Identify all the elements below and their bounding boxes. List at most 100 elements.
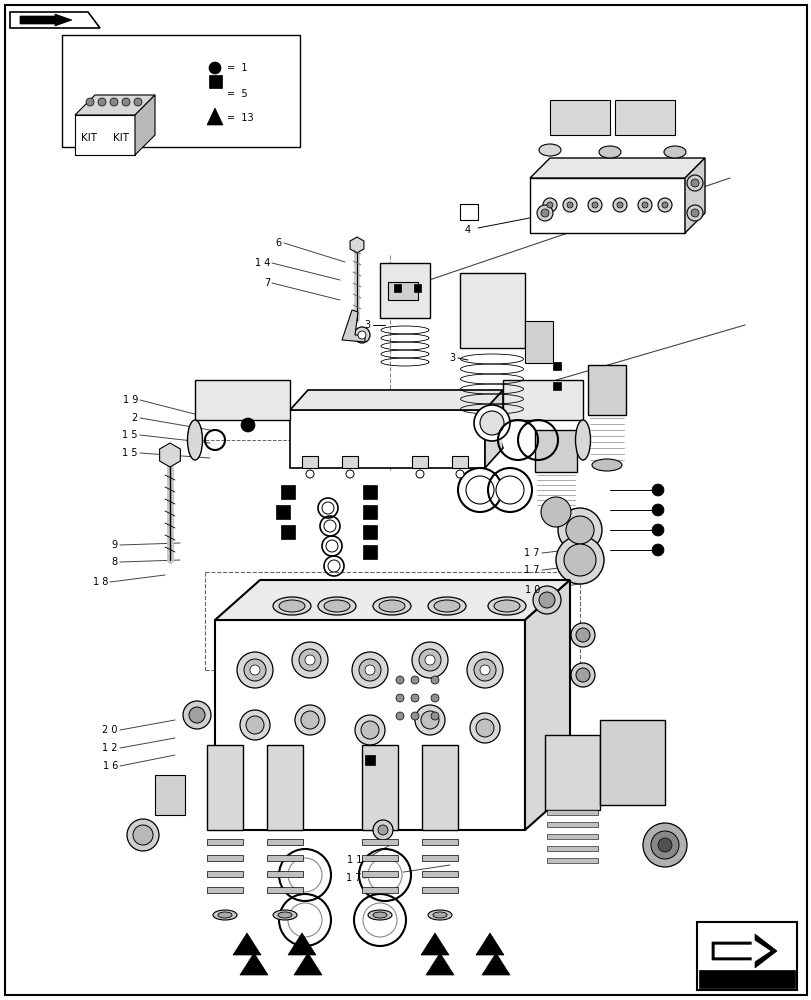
Circle shape xyxy=(657,198,672,212)
Text: KIT: KIT xyxy=(113,133,129,143)
Bar xyxy=(362,839,397,845)
Bar xyxy=(365,755,375,765)
Circle shape xyxy=(305,655,315,665)
Circle shape xyxy=(189,707,204,723)
Circle shape xyxy=(237,652,272,688)
Ellipse shape xyxy=(367,910,392,920)
Ellipse shape xyxy=(427,597,466,615)
Circle shape xyxy=(612,198,626,212)
Polygon shape xyxy=(714,939,769,963)
Circle shape xyxy=(539,592,554,608)
Circle shape xyxy=(362,902,397,938)
Bar xyxy=(422,887,457,893)
Circle shape xyxy=(410,712,418,720)
Bar xyxy=(393,284,401,292)
Polygon shape xyxy=(160,443,180,467)
Bar xyxy=(363,525,376,539)
Ellipse shape xyxy=(324,600,350,612)
Circle shape xyxy=(418,649,440,671)
Bar xyxy=(552,362,560,370)
Circle shape xyxy=(298,649,320,671)
Bar xyxy=(207,745,242,830)
Circle shape xyxy=(565,516,594,544)
Circle shape xyxy=(358,331,366,339)
Polygon shape xyxy=(530,178,684,233)
Ellipse shape xyxy=(432,912,446,918)
Bar xyxy=(155,775,185,815)
Polygon shape xyxy=(341,310,365,342)
Circle shape xyxy=(540,209,548,217)
Circle shape xyxy=(566,202,573,208)
Text: 2: 2 xyxy=(131,413,138,423)
Circle shape xyxy=(365,665,375,675)
Ellipse shape xyxy=(212,910,237,920)
Circle shape xyxy=(536,205,552,221)
Bar xyxy=(195,380,290,420)
Bar xyxy=(302,456,318,468)
Circle shape xyxy=(240,710,270,740)
Text: =  1: = 1 xyxy=(227,63,247,73)
Circle shape xyxy=(479,665,489,675)
Polygon shape xyxy=(290,390,502,410)
Text: 3: 3 xyxy=(363,320,370,330)
Bar xyxy=(207,855,242,861)
Circle shape xyxy=(501,424,534,456)
Circle shape xyxy=(616,202,622,208)
Text: 9: 9 xyxy=(112,540,118,550)
Circle shape xyxy=(587,198,601,212)
Bar xyxy=(362,887,397,893)
Circle shape xyxy=(122,98,130,106)
Text: 7: 7 xyxy=(264,278,270,288)
Bar xyxy=(547,846,597,851)
Bar xyxy=(411,456,427,468)
Ellipse shape xyxy=(217,912,232,918)
Circle shape xyxy=(351,652,388,688)
Circle shape xyxy=(521,424,553,456)
Circle shape xyxy=(134,98,142,106)
Bar xyxy=(547,822,597,827)
Text: 6: 6 xyxy=(276,238,281,248)
Ellipse shape xyxy=(663,146,685,158)
Circle shape xyxy=(241,418,255,432)
Circle shape xyxy=(246,716,264,734)
Circle shape xyxy=(410,694,418,702)
Circle shape xyxy=(182,701,211,729)
Circle shape xyxy=(109,98,118,106)
Bar xyxy=(502,380,582,420)
Bar xyxy=(422,745,457,830)
Bar xyxy=(552,382,560,390)
Circle shape xyxy=(686,205,702,221)
Circle shape xyxy=(474,405,509,441)
Bar xyxy=(380,263,430,318)
Circle shape xyxy=(372,820,393,840)
Circle shape xyxy=(98,98,106,106)
Polygon shape xyxy=(215,580,569,620)
Circle shape xyxy=(562,198,577,212)
Bar xyxy=(547,810,597,815)
Circle shape xyxy=(306,470,314,478)
Circle shape xyxy=(475,719,493,737)
Polygon shape xyxy=(420,933,448,955)
Circle shape xyxy=(686,175,702,191)
Circle shape xyxy=(547,202,552,208)
Bar xyxy=(281,525,294,539)
Ellipse shape xyxy=(487,597,526,615)
Circle shape xyxy=(456,470,463,478)
Bar xyxy=(544,735,599,810)
Bar xyxy=(460,204,478,220)
Circle shape xyxy=(292,642,328,678)
Bar xyxy=(362,745,397,830)
Bar xyxy=(547,858,597,863)
Ellipse shape xyxy=(272,910,297,920)
Bar xyxy=(525,321,552,363)
Polygon shape xyxy=(684,158,704,233)
Circle shape xyxy=(657,838,672,852)
Circle shape xyxy=(690,209,698,217)
Bar xyxy=(62,35,299,147)
Circle shape xyxy=(431,676,439,684)
Bar xyxy=(452,456,467,468)
Bar xyxy=(267,887,303,893)
Circle shape xyxy=(651,504,663,516)
Bar xyxy=(207,839,242,845)
Circle shape xyxy=(361,721,379,739)
